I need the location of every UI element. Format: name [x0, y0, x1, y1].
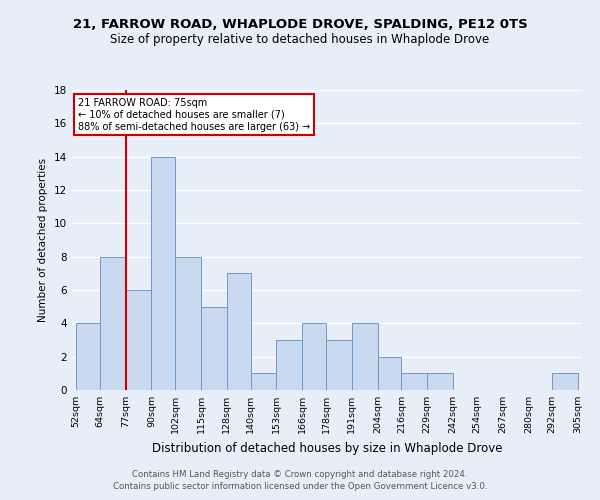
Bar — [377, 356, 401, 390]
Bar — [302, 324, 326, 390]
Bar — [76, 324, 100, 390]
Text: 21 FARROW ROAD: 75sqm
← 10% of detached houses are smaller (7)
88% of semi-detac: 21 FARROW ROAD: 75sqm ← 10% of detached … — [78, 98, 310, 132]
Bar — [427, 374, 453, 390]
Text: Contains public sector information licensed under the Open Government Licence v3: Contains public sector information licen… — [113, 482, 487, 491]
Bar — [277, 340, 302, 390]
Bar — [201, 306, 227, 390]
Bar — [125, 290, 151, 390]
Text: 21, FARROW ROAD, WHAPLODE DROVE, SPALDING, PE12 0TS: 21, FARROW ROAD, WHAPLODE DROVE, SPALDIN… — [73, 18, 527, 30]
Bar — [251, 374, 277, 390]
Y-axis label: Number of detached properties: Number of detached properties — [38, 158, 49, 322]
Bar — [151, 156, 175, 390]
Text: Size of property relative to detached houses in Whaplode Drove: Size of property relative to detached ho… — [110, 32, 490, 46]
Bar — [552, 374, 578, 390]
Text: Contains HM Land Registry data © Crown copyright and database right 2024.: Contains HM Land Registry data © Crown c… — [132, 470, 468, 479]
Bar — [175, 256, 201, 390]
Bar — [326, 340, 352, 390]
Bar — [100, 256, 125, 390]
Bar — [352, 324, 377, 390]
Bar — [401, 374, 427, 390]
X-axis label: Distribution of detached houses by size in Whaplode Drove: Distribution of detached houses by size … — [152, 442, 502, 454]
Bar — [227, 274, 251, 390]
